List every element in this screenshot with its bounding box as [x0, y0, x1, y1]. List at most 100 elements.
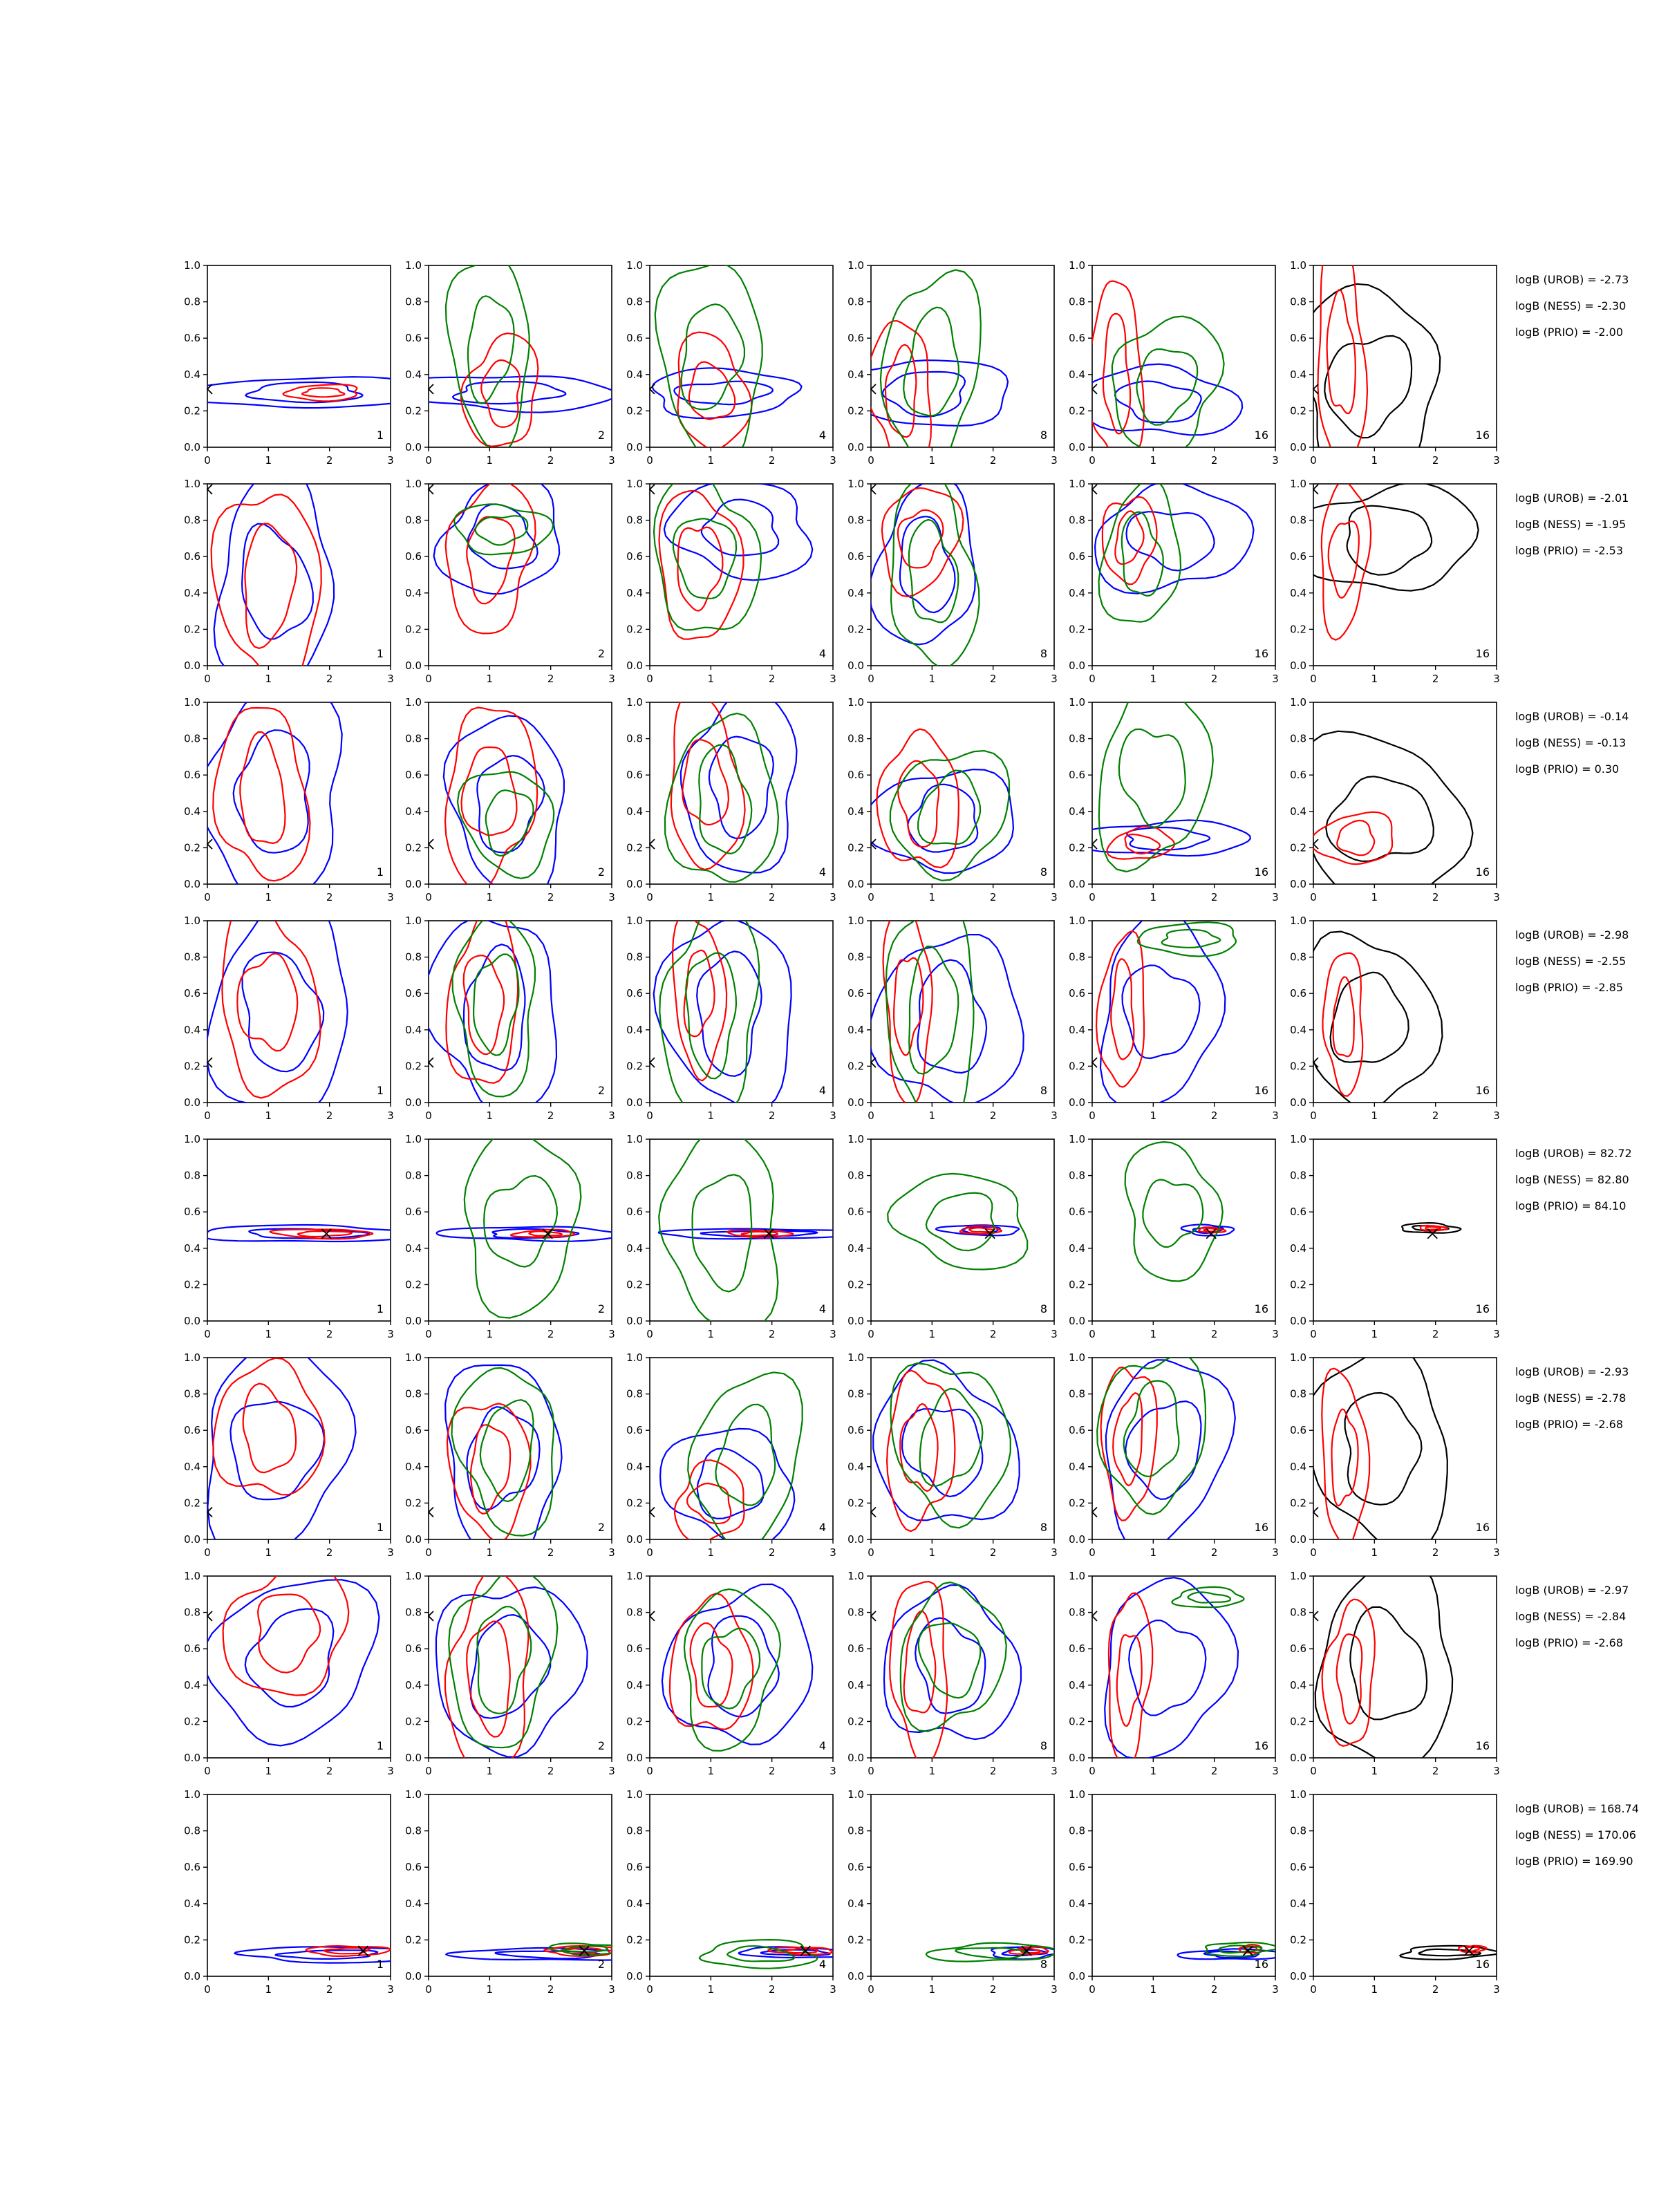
y-tick-label: 0.4: [184, 1897, 200, 1910]
panel-frame: [1313, 702, 1497, 885]
panel-frame: [1091, 1138, 1276, 1322]
x-tick-label: 0: [1310, 1765, 1317, 1777]
x-tick-label: 0: [425, 1765, 432, 1777]
y-tick-label: 0.4: [1069, 1461, 1085, 1473]
contour-red-level-2: [1336, 819, 1376, 856]
contour-red-level-1: [1320, 484, 1372, 641]
y-tick-label: 0.8: [1069, 296, 1085, 308]
contour-green-level-2: [483, 1175, 558, 1268]
x-tick-label: 0: [868, 1109, 874, 1122]
y-tick-label: 0.4: [1290, 587, 1306, 599]
contour-red-level-2: [1335, 1633, 1363, 1725]
contour-red-level-2: [688, 361, 736, 420]
y-tick-label: 0.4: [405, 1242, 422, 1255]
y-tick-label: 0.6: [1069, 1206, 1085, 1218]
x-tick-label: 3: [387, 673, 394, 685]
contour-blue-level-2: [1125, 1400, 1202, 1500]
x-tick-label: 0: [868, 1328, 874, 1340]
x-tick-label: 0: [1310, 1109, 1317, 1122]
y-tick-label: 0.0: [405, 441, 422, 453]
y-tick-label: 0.0: [184, 441, 200, 453]
contour-red-level-1: [1101, 496, 1158, 585]
contour-blue-level-2: [274, 1949, 379, 1960]
y-tick-label: 0.6: [847, 1642, 864, 1655]
y-tick-label: 0.6: [184, 332, 200, 344]
y-tick-label: 0.6: [626, 332, 643, 344]
y-tick-label: 0.6: [184, 1861, 200, 1873]
x-tick-label: 0: [204, 1546, 211, 1559]
y-tick-label: 0.0: [626, 1315, 643, 1327]
y-tick-label: 1.0: [626, 259, 643, 272]
contour-red-level-2: [884, 344, 917, 438]
contour-green-level-1: [664, 712, 780, 883]
x-tick-label: 2: [1432, 673, 1439, 685]
y-tick-label: 0.6: [1069, 1861, 1085, 1873]
truth-marker: [427, 838, 434, 850]
contour-group: [444, 1364, 563, 1539]
y-tick-label: 0.0: [1290, 659, 1306, 672]
x-tick-label: 3: [608, 673, 615, 685]
contour-group: [1104, 1577, 1245, 1758]
x-tick-label: 1: [1150, 673, 1157, 685]
y-tick-label: 0.4: [626, 1242, 643, 1255]
contour-blue-level-2: [901, 1408, 984, 1497]
y-tick-label: 0.0: [1290, 1315, 1306, 1327]
contour-black-level-1: [1313, 730, 1474, 884]
x-tick-label: 1: [265, 1546, 272, 1559]
y-tick-label: 0.4: [1069, 805, 1085, 818]
truth-marker: [1312, 1057, 1319, 1068]
y-tick-label: 0.2: [184, 1278, 200, 1291]
contour-group: [1096, 1358, 1236, 1539]
y-tick-label: 1.0: [626, 478, 643, 490]
x-tick-label: 1: [708, 454, 715, 467]
x-tick-label: 0: [1310, 1546, 1317, 1559]
panel-number-label: 8: [1040, 1739, 1047, 1752]
x-tick-label: 1: [708, 1765, 715, 1777]
panel-r7-c6: 0.0 0.2 0.4 0.6 0.8 1.0 0 1 2 3 16: [1290, 1570, 1500, 1777]
x-tick-label: 1: [1150, 1765, 1157, 1777]
y-tick-label: 0.6: [847, 1861, 864, 1873]
contour-green-level-2: [903, 306, 960, 417]
contour-red-level-1: [673, 1459, 745, 1539]
y-tick-label: 0.2: [1290, 1497, 1306, 1509]
truth-marker: [206, 384, 213, 395]
x-tick-label: 3: [1051, 1546, 1058, 1559]
y-tick-label: 0.0: [184, 1533, 200, 1546]
contour-green-level-2: [473, 953, 520, 1056]
x-tick-label: 2: [990, 1765, 997, 1777]
x-tick-label: 3: [1272, 454, 1279, 467]
x-tick-label: 3: [830, 1546, 836, 1559]
x-tick-label: 2: [547, 891, 554, 903]
x-tick-label: 1: [929, 673, 936, 685]
y-tick-label: 0.2: [1069, 1497, 1085, 1509]
y-tick-label: 0.0: [626, 878, 643, 890]
x-tick-label: 1: [487, 1328, 494, 1340]
contour-red-level-1: [305, 1945, 391, 1957]
truth-marker: [1312, 1611, 1319, 1622]
x-tick-label: 1: [708, 1328, 715, 1340]
panel-frame: [1313, 483, 1497, 666]
contour-red-level-2: [903, 1611, 937, 1714]
panel-frame: [1313, 1357, 1497, 1540]
x-tick-label: 3: [608, 454, 615, 467]
panel-number-label: 4: [819, 1084, 826, 1097]
y-tick-label: 1.0: [1069, 1570, 1085, 1582]
x-tick-label: 3: [1272, 1983, 1279, 1996]
contour-group: [883, 1581, 1022, 1758]
x-tick-label: 2: [1211, 673, 1218, 685]
contour-green-level-1: [698, 1939, 818, 1969]
y-tick-label: 0.4: [847, 368, 864, 381]
y-tick-label: 0.4: [1069, 587, 1085, 599]
y-tick-label: 0.0: [1290, 1533, 1306, 1546]
panel-frame: [207, 1575, 391, 1759]
y-tick-label: 1.0: [1069, 259, 1085, 272]
x-tick-label: 3: [387, 1983, 394, 1996]
y-tick-label: 0.6: [1290, 550, 1306, 563]
logb-value: logB (NESS) = -2.78: [1515, 1391, 1626, 1405]
y-tick-label: 0.4: [626, 587, 643, 599]
y-tick-label: 0.8: [1290, 514, 1306, 527]
x-tick-label: 1: [487, 454, 494, 467]
y-tick-label: 0.2: [405, 404, 422, 417]
contour-blue-level-2: [673, 380, 774, 406]
contour-red-level-1: [222, 1576, 350, 1696]
